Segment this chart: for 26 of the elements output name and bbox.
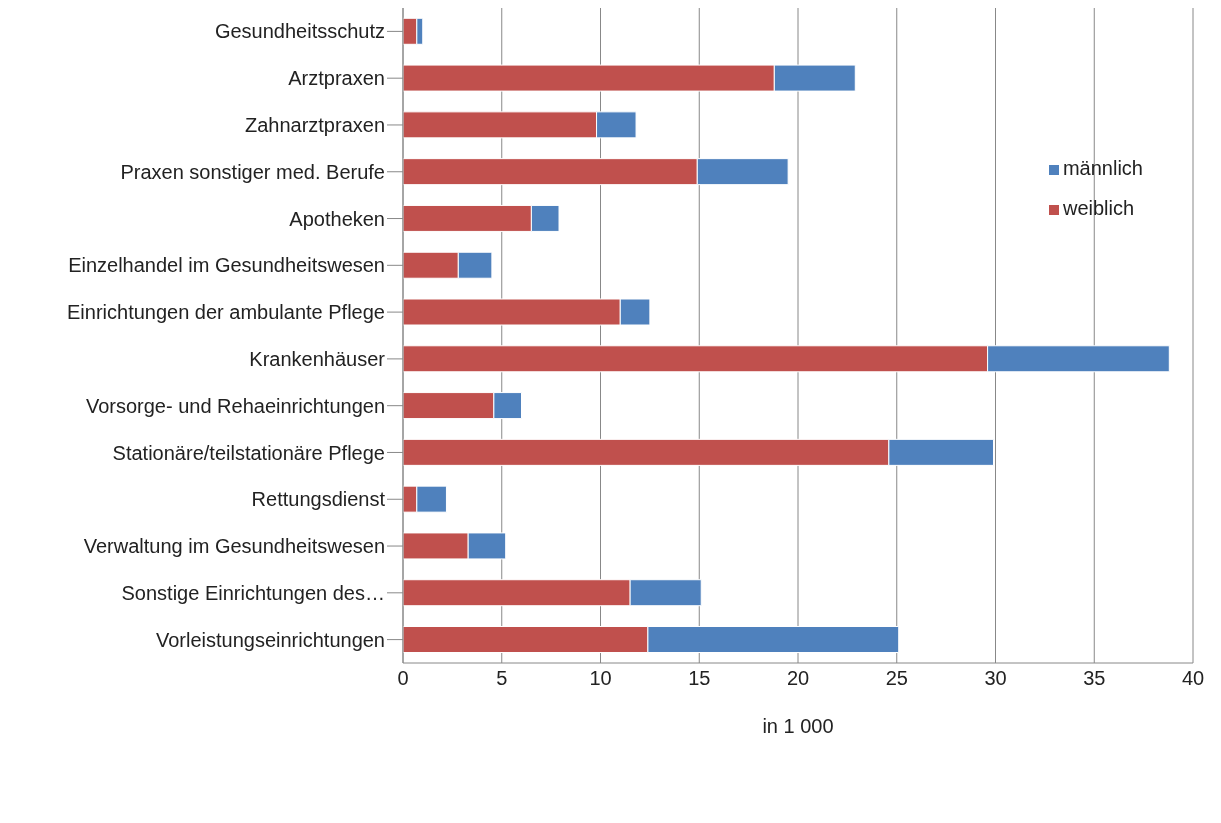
legend-label: männlich bbox=[1062, 157, 1143, 179]
y-tick-label: Apotheken bbox=[289, 207, 385, 230]
y-tick-label: Verwaltung im Gesundheitswesen bbox=[83, 535, 385, 558]
y-tick-label: Vorleistungseinrichtungen bbox=[155, 628, 385, 651]
y-tick-label: Gesundheitsschutz bbox=[214, 20, 385, 43]
x-tick-label: 40 bbox=[1181, 667, 1205, 690]
y-tick-label: Stationäre/teilstationäre Pflege bbox=[112, 441, 385, 464]
y-tick-label: Sonstige Einrichtungen des… bbox=[121, 581, 385, 604]
y-tick-label: Einrichtungen der ambulante Pflege bbox=[67, 301, 385, 324]
legend-label: weiblich bbox=[1062, 197, 1135, 219]
x-tick-label: 35 bbox=[1083, 667, 1106, 690]
y-tick-label: Vorsorge- und Rehaeinrichtungen bbox=[85, 394, 385, 417]
y-tick-label: Zahnarztpraxen bbox=[244, 114, 385, 137]
y-tick-label: Einzelhandel im Gesundheitswesen bbox=[68, 254, 385, 277]
y-tick-label: Arztpraxen bbox=[288, 67, 385, 90]
x-tick-label: 30 bbox=[984, 667, 1007, 690]
x-tick-label: 10 bbox=[589, 667, 612, 690]
x-tick-label: 20 bbox=[786, 667, 810, 690]
x-tick-label: 0 bbox=[397, 667, 409, 690]
x-tick-label: 5 bbox=[496, 667, 508, 690]
y-tick-label: Rettungsdienst bbox=[251, 488, 386, 511]
x-tick-label: 15 bbox=[688, 667, 711, 690]
y-tick-label: Praxen sonstiger med. Berufe bbox=[120, 160, 385, 183]
x-axis-title: in 1 000 bbox=[762, 715, 834, 737]
y-tick-label: Krankenhäuser bbox=[249, 347, 386, 370]
x-tick-label: 25 bbox=[885, 667, 908, 690]
